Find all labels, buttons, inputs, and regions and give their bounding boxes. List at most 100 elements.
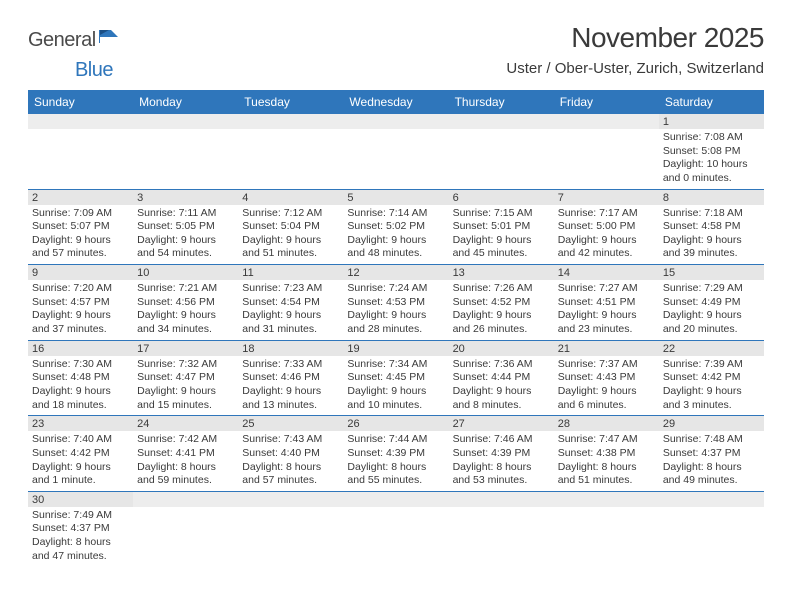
day-day1: Daylight: 9 hours <box>347 309 444 323</box>
logo-text-blue: Blue <box>75 59 113 82</box>
day-number: 27 <box>449 416 554 431</box>
day-cell: Sunrise: 7:46 AMSunset: 4:39 PMDaylight:… <box>449 431 554 491</box>
day-cell: Sunrise: 7:08 AMSunset: 5:08 PMDaylight:… <box>659 129 764 189</box>
day-sunset: Sunset: 4:42 PM <box>32 447 129 461</box>
day-cell: Sunrise: 7:40 AMSunset: 4:42 PMDaylight:… <box>28 431 133 491</box>
day-cell: Sunrise: 7:12 AMSunset: 5:04 PMDaylight:… <box>238 205 343 265</box>
day-number-blank <box>133 114 238 129</box>
day-day1: Daylight: 10 hours <box>663 158 760 172</box>
day-sunset: Sunset: 4:37 PM <box>32 522 129 536</box>
week-row: Sunrise: 7:20 AMSunset: 4:57 PM Daylight:… <box>28 280 764 341</box>
day-day1: Daylight: 8 hours <box>663 461 760 475</box>
day-day1: Daylight: 9 hours <box>558 385 655 399</box>
day-number-blank <box>343 114 448 129</box>
day-sunrise: Sunrise: 7:27 AM <box>558 282 655 296</box>
day-cell: Sunrise: 7:27 AMSunset: 4:51 PMDaylight:… <box>554 280 659 340</box>
day-day2: and 28 minutes. <box>347 323 444 337</box>
day-sunrise: Sunrise: 7:26 AM <box>453 282 550 296</box>
day-number-blank <box>133 492 238 507</box>
day-sunrise: Sunrise: 7:47 AM <box>558 433 655 447</box>
day-sunset: Sunset: 5:07 PM <box>32 220 129 234</box>
day-number-blank <box>449 492 554 507</box>
day-cell: Sunrise: 7:20 AMSunset: 4:57 PMDaylight:… <box>28 280 133 340</box>
weekday-wednesday: Wednesday <box>343 90 448 114</box>
day-cell: Sunrise: 7:47 AMSunset: 4:38 PMDaylight:… <box>554 431 659 491</box>
day-number: 6 <box>449 190 554 205</box>
day-day2: and 55 minutes. <box>347 474 444 488</box>
week-row: Sunrise: 7:30 AMSunset: 4:48 PMDaylight:… <box>28 356 764 417</box>
day-day1: Daylight: 9 hours <box>137 309 234 323</box>
day-sunrise: Sunrise: 7:18 AM <box>663 207 760 221</box>
day-sunrise: Sunrise: 7:33 AM <box>242 358 339 372</box>
day-day2: and 51 minutes. <box>242 247 339 261</box>
day-day1: Daylight: 9 hours <box>453 385 550 399</box>
day-sunset: Sunset: 4:41 PM <box>137 447 234 461</box>
day-day2: and 54 minutes. <box>137 247 234 261</box>
daynum-row: 23242526272829 <box>28 416 764 431</box>
day-number: 18 <box>238 341 343 356</box>
day-sunset: Sunset: 4:42 PM <box>663 371 760 385</box>
day-sunset: Sunset: 5:01 PM <box>453 220 550 234</box>
day-day1: Daylight: 8 hours <box>558 461 655 475</box>
day-cell-empty <box>28 129 133 189</box>
day-sunset: Sunset: 4:57 PM <box>32 296 129 310</box>
day-cell: Sunrise: 7:37 AMSunset: 4:43 PMDaylight:… <box>554 356 659 416</box>
day-number: 22 <box>659 341 764 356</box>
day-number: 17 <box>133 341 238 356</box>
day-sunrise: Sunrise: 7:40 AM <box>32 433 129 447</box>
day-cell: Sunrise: 7:18 AMSunset: 4:58 PMDaylight:… <box>659 205 764 265</box>
day-day2: and 20 minutes. <box>663 323 760 337</box>
day-sunrise: Sunrise: 7:48 AM <box>663 433 760 447</box>
day-sunset: Sunset: 4:48 PM <box>32 371 129 385</box>
daynum-row: 9101112131415 <box>28 265 764 280</box>
day-day2: and 51 minutes. <box>558 474 655 488</box>
day-sunrise: Sunrise: 7:37 AM <box>558 358 655 372</box>
day-day1: Daylight: 9 hours <box>347 234 444 248</box>
day-cell: Sunrise: 7:24 AMSunset: 4:53 PMDaylight:… <box>343 280 448 340</box>
day-number: 21 <box>554 341 659 356</box>
day-number-blank <box>28 114 133 129</box>
day-number: 23 <box>28 416 133 431</box>
daynum-row: 16171819202122 <box>28 341 764 356</box>
flag-icon <box>98 28 120 49</box>
day-sunset: Sunset: 4:51 PM <box>558 296 655 310</box>
day-sunrise: Sunrise: 7:15 AM <box>453 207 550 221</box>
day-sunrise: Sunrise: 7:17 AM <box>558 207 655 221</box>
location: Uster / Ober-Uster, Zurich, Switzerland <box>506 60 764 77</box>
day-day1: Daylight: 9 hours <box>242 385 339 399</box>
day-number: 4 <box>238 190 343 205</box>
day-sunset: Sunset: 4:44 PM <box>453 371 550 385</box>
day-day1: Daylight: 9 hours <box>32 461 129 475</box>
day-number: 20 <box>449 341 554 356</box>
day-number-blank <box>449 114 554 129</box>
day-sunrise: Sunrise: 7:21 AM <box>137 282 234 296</box>
day-number: 9 <box>28 265 133 280</box>
day-number: 19 <box>343 341 448 356</box>
day-cell-empty <box>554 507 659 567</box>
day-day1: Daylight: 8 hours <box>32 536 129 550</box>
day-day2: and 15 minutes. <box>137 399 234 413</box>
day-sunrise: Sunrise: 7:20 AM <box>32 282 129 296</box>
day-day2: and 57 minutes. <box>32 247 129 261</box>
day-sunrise: Sunrise: 7:11 AM <box>137 207 234 221</box>
day-cell: Sunrise: 7:48 AMSunset: 4:37 PMDaylight:… <box>659 431 764 491</box>
week-row: Sunrise: 7:08 AMSunset: 5:08 PMDaylight:… <box>28 129 764 190</box>
day-cell-empty <box>343 507 448 567</box>
day-sunset: Sunset: 4:38 PM <box>558 447 655 461</box>
day-day2: and 23 minutes. <box>558 323 655 337</box>
day-sunrise: Sunrise: 7:29 AM <box>663 282 760 296</box>
day-number: 5 <box>343 190 448 205</box>
daynum-row: 2345678 <box>28 190 764 205</box>
day-cell: Sunrise: 7:15 AMSunset: 5:01 PMDaylight:… <box>449 205 554 265</box>
day-sunrise: Sunrise: 7:09 AM <box>32 207 129 221</box>
day-number: 13 <box>449 265 554 280</box>
day-number: 2 <box>28 190 133 205</box>
weekday-monday: Monday <box>133 90 238 114</box>
day-day1: Daylight: 9 hours <box>663 309 760 323</box>
day-number: 16 <box>28 341 133 356</box>
day-day2: and 13 minutes. <box>242 399 339 413</box>
day-number: 8 <box>659 190 764 205</box>
day-cell: Sunrise: 7:23 AMSunset: 4:54 PMDaylight:… <box>238 280 343 340</box>
day-day2: and 0 minutes. <box>663 172 760 186</box>
day-number: 29 <box>659 416 764 431</box>
